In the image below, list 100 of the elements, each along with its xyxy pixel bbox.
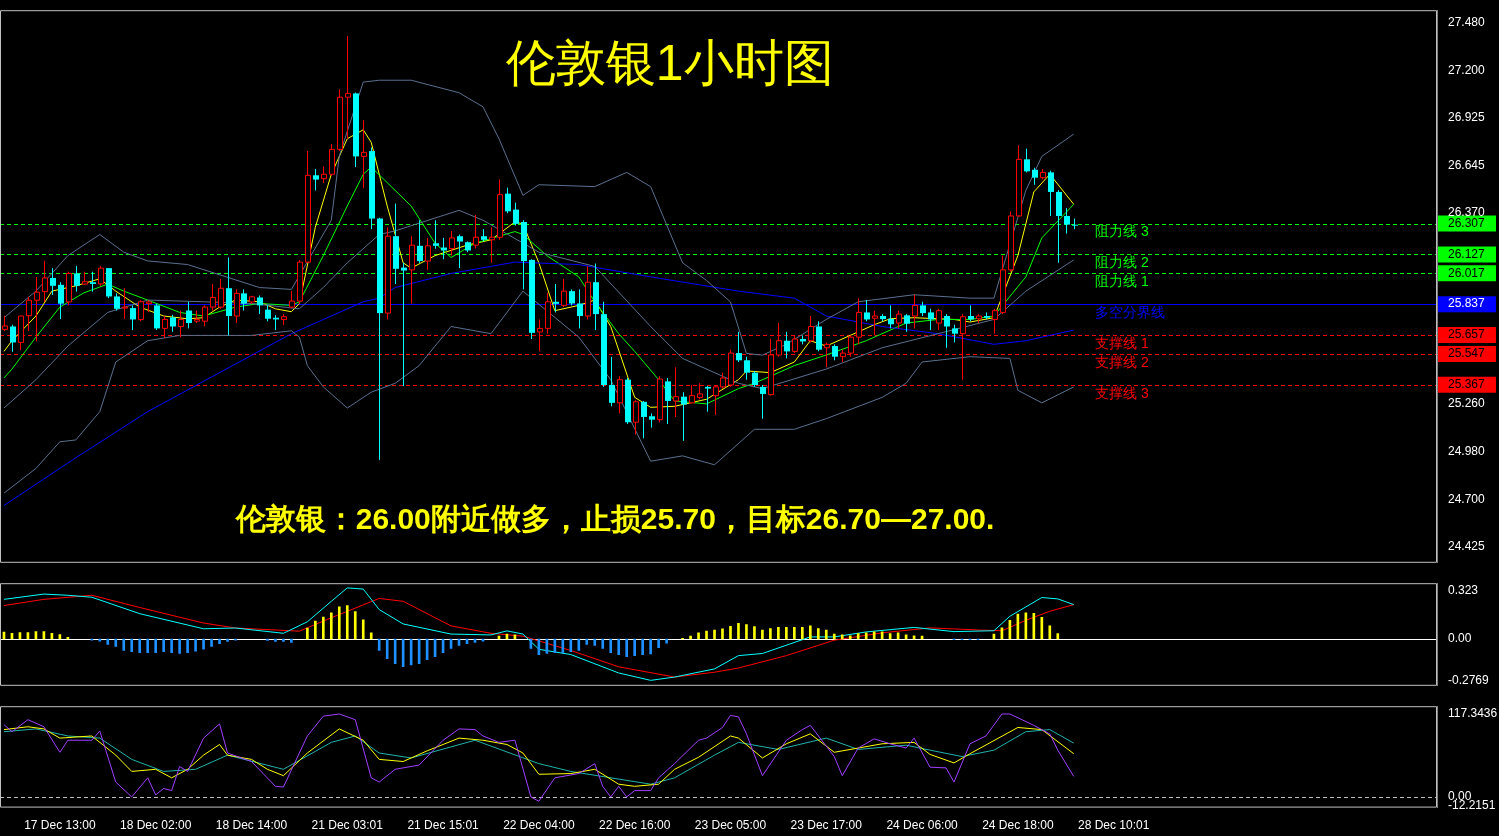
x-tick-label: 21 Dec 15:01 [407,818,480,833]
y-tick-label: 24.700 [1448,491,1486,506]
bar [226,638,229,642]
candlestick [241,288,247,312]
ref-line-label: 阻力线 1 [1094,273,1149,290]
annotation: 伦敦银：26.00附近做多，止损25.70，目标26.70—27.00. [234,502,995,536]
ref-line-label: 支撑线 1 [1094,334,1149,351]
bar [593,638,597,646]
candlestick [10,324,16,353]
y-tick-label: 25.367 [1448,377,1486,392]
ref-line-label: 阻力线 2 [1094,254,1149,271]
candlestick [74,265,80,293]
bar [649,638,652,655]
x-tick-label: 28 Dec 10:01 [1077,818,1150,833]
bar [872,631,876,640]
bar [777,627,780,640]
bar [848,635,852,640]
bar [106,638,110,645]
y-tick-label: 27.200 [1448,62,1486,77]
candlestick [210,283,216,312]
bar [114,638,118,647]
ref-line-label: 支撑线 2 [1094,353,1149,370]
bar [138,638,142,653]
candlestick [736,331,742,363]
y-tick-label: -0.2769 [1448,673,1490,688]
bar [122,638,126,651]
bar [322,616,325,640]
bar [601,638,605,649]
bar [625,638,629,658]
candlestick [401,262,407,387]
candlestick [186,301,192,329]
bar [170,638,173,653]
candlestick [58,281,64,320]
y-tick-label: 0.323 [1448,582,1479,597]
bar [337,606,341,640]
bar [585,638,589,645]
bar [154,638,158,653]
candlestick [665,377,671,425]
bar [840,634,844,640]
y-tick-label: 26.645 [1448,157,1486,172]
candlestick [257,294,263,315]
y-tick-label: 26.307 [1448,215,1486,230]
candlestick [90,271,96,293]
bar [793,627,796,640]
x-tick-label: 21 Dec 03:01 [311,818,384,833]
bar [577,638,581,651]
y-tick-label: 25.260 [1448,395,1486,410]
y-tick-label: 27.480 [1448,14,1486,29]
candlestick [513,202,519,227]
bar [377,638,381,651]
bar [832,633,836,640]
bar [274,638,277,642]
bar [824,629,828,640]
bar [266,638,269,641]
candlestick [864,299,870,322]
x-tick-label: 18 Dec 14:00 [215,818,288,833]
bar [194,638,197,652]
bar [345,605,349,640]
bar [657,638,660,648]
bar [306,627,309,640]
bar [178,638,181,654]
bar [186,638,189,653]
y-tick-label: 25.837 [1448,296,1486,311]
y-tick-label: 26.925 [1448,109,1486,124]
bar [561,638,565,653]
bar [1048,625,1052,640]
candlestick [1048,170,1054,217]
y-tick-label: 24.425 [1448,538,1486,553]
bar [713,629,716,640]
bar [202,638,205,650]
bar [1040,617,1044,640]
bar [385,638,389,659]
y-tick-label: 26.017 [1448,265,1486,280]
bar [290,638,293,643]
y-tick-label: 25.547 [1448,346,1486,361]
candlestick [505,187,511,214]
candlestick [744,356,750,381]
x-tick-label: 23 Dec 17:00 [790,818,863,833]
candlestick [433,219,439,250]
y-tick-label: 25.657 [1448,327,1486,342]
bar [146,638,150,653]
bar [282,638,285,642]
ref-line-label: 多空分界线 [1094,304,1165,321]
y-tick-label: 0.00 [1448,631,1472,646]
candlestick [313,168,319,191]
candlestick [417,219,423,264]
candlestick [705,385,711,413]
bar [609,638,613,653]
bar [737,623,740,640]
y-tick-label: 24.980 [1448,443,1486,458]
bar [617,638,621,655]
bar [314,620,317,640]
candlestick [1000,255,1006,315]
bar [665,638,668,644]
bar [864,632,868,640]
candlestick [497,178,503,241]
bar [162,638,165,653]
candlestick [138,299,144,322]
bar [329,612,333,640]
bar [785,627,788,640]
